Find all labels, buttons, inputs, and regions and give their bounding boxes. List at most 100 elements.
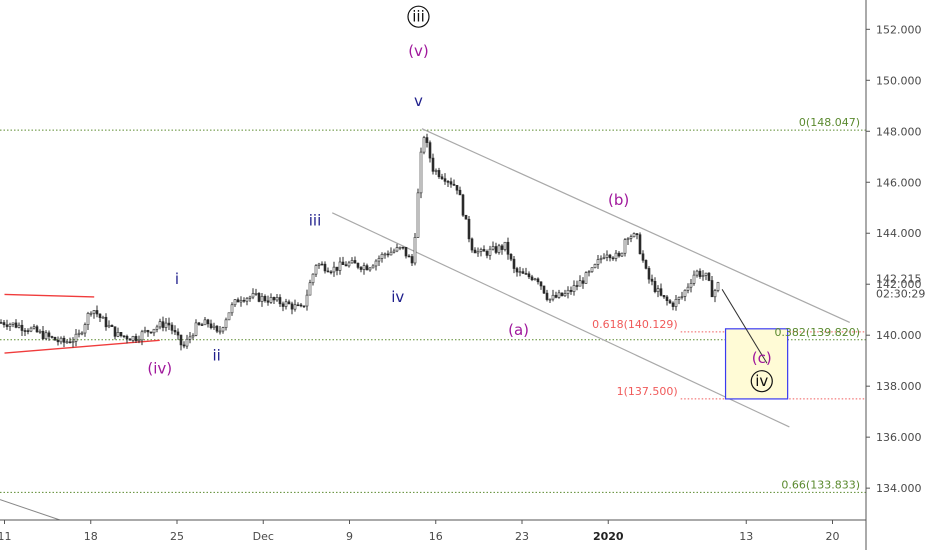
candle-body: [626, 238, 630, 240]
candle-body: [662, 295, 666, 298]
candle: [302, 305, 306, 308]
candle-body: [185, 338, 189, 347]
wave-label: (b): [608, 191, 629, 209]
candle: [83, 322, 87, 337]
candle-body: [638, 234, 642, 255]
candle: [332, 261, 336, 277]
candle-body: [410, 256, 414, 264]
candle: [23, 328, 27, 336]
candle: [86, 311, 90, 331]
candle: [605, 250, 609, 262]
candle: [35, 324, 39, 333]
candle: [335, 266, 339, 276]
candle: [257, 292, 261, 303]
candle: [38, 329, 42, 334]
candle-body: [605, 254, 609, 258]
candle-body: [497, 245, 501, 253]
candle-body: [479, 249, 483, 252]
candle: [347, 260, 351, 268]
candle-body: [356, 262, 360, 268]
candle: [593, 263, 597, 269]
candle: [41, 326, 45, 341]
candle-body: [650, 278, 654, 282]
candle: [656, 285, 660, 298]
candle: [611, 256, 615, 261]
candle-body: [290, 303, 294, 310]
candle-body: [68, 341, 72, 344]
candle: [158, 318, 162, 330]
candle-body: [446, 181, 450, 183]
triangle-lower-line: [4, 339, 160, 354]
candle: [521, 268, 525, 274]
wave-label-circle: [750, 370, 773, 393]
candle-body: [65, 341, 69, 344]
candle-body: [32, 326, 36, 329]
candle: [569, 286, 573, 295]
candle: [80, 331, 84, 336]
candle-body: [707, 272, 711, 281]
candle: [704, 272, 708, 281]
candle: [476, 247, 480, 257]
candle: [140, 329, 144, 346]
candle: [680, 291, 684, 300]
candle: [701, 270, 705, 281]
candle: [8, 322, 12, 331]
candle: [176, 328, 180, 340]
candle: [689, 278, 693, 293]
candle-body: [383, 253, 387, 256]
candle: [185, 334, 189, 349]
candle-body: [509, 253, 513, 260]
candle: [434, 168, 438, 175]
target-zone-layer: [721, 289, 789, 400]
candle-body: [620, 252, 624, 257]
candle-body: [389, 251, 393, 256]
candle-body: [551, 294, 555, 300]
candle: [443, 173, 447, 185]
candle: [464, 214, 468, 220]
candle: [407, 254, 411, 258]
candle-body: [35, 326, 39, 333]
x-tick-label: 16: [429, 530, 443, 543]
candle: [677, 296, 681, 305]
wave-label: (a): [508, 321, 529, 339]
candle-body: [710, 280, 714, 298]
candle: [470, 237, 474, 253]
candle-body: [596, 259, 600, 265]
candle-body: [233, 299, 237, 306]
candle-body: [386, 253, 390, 256]
candle-body: [197, 322, 201, 325]
candle-body: [167, 322, 171, 326]
candle: [365, 263, 369, 271]
candle-body: [188, 336, 192, 340]
candle-body: [647, 268, 651, 280]
candle-body: [41, 330, 45, 340]
candle-body: [467, 218, 471, 240]
y-tick-label: 148.000: [876, 125, 922, 138]
candle: [422, 135, 426, 155]
candle: [557, 289, 561, 299]
candle: [197, 321, 201, 326]
candle: [692, 270, 696, 286]
candle: [716, 281, 720, 293]
candle-body: [83, 324, 87, 334]
candle: [260, 292, 264, 307]
candle: [512, 256, 516, 274]
candle: [32, 324, 36, 330]
candle-body: [62, 337, 66, 343]
candle: [413, 232, 417, 266]
candle: [287, 299, 291, 305]
candle-body: [704, 272, 708, 276]
candle: [497, 243, 501, 255]
candle: [584, 271, 588, 284]
candle: [629, 234, 633, 243]
x-tick-label: 20: [826, 530, 840, 543]
candle-body: [470, 238, 474, 251]
candle-body: [350, 260, 354, 264]
candle-body: [656, 288, 660, 292]
candle: [563, 289, 567, 297]
y-tick-label: 144.000: [876, 227, 922, 240]
candle: [644, 259, 648, 270]
candle-body: [293, 304, 297, 310]
candle-body: [281, 303, 285, 307]
